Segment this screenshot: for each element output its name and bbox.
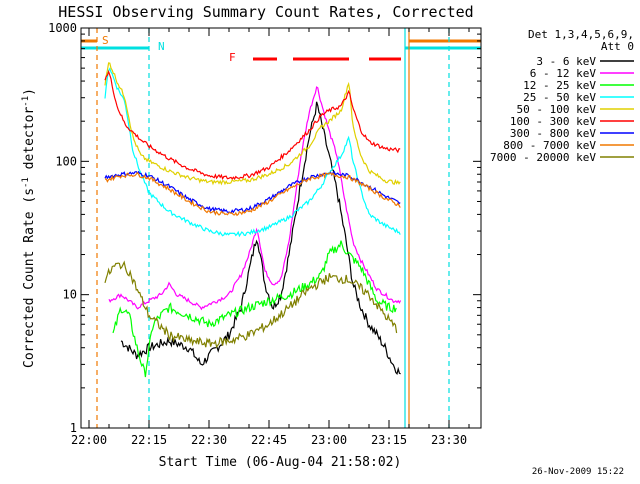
y-axis-label: Corrected Count Rate (s-1 detector-1): [21, 88, 37, 368]
chart-title: HESSI Observing Summary Count Rates, Cor…: [58, 3, 473, 21]
series-line-4: [104, 62, 401, 186]
legend-label-6: 300 - 800 keV: [510, 127, 596, 140]
x-tick-label-3: 22:45: [251, 433, 287, 447]
x-axis-label: Start Time (06-Aug-04 21:58:02): [159, 455, 402, 470]
legend-label-4: 50 - 100 keV: [517, 103, 597, 116]
event-lines: [96, 28, 450, 428]
y-tick-label-3: 1000: [48, 21, 77, 35]
legend-label-7: 800 - 7000 keV: [503, 139, 596, 152]
x-tick-label-4: 23:00: [311, 433, 347, 447]
series-line-1: [108, 86, 402, 311]
legend-label-0: 3 - 6 keV: [536, 55, 596, 68]
axes: 22:00 22:15 22:30 22:45 23:00 23:15 23:30 1 10 10…: [48, 21, 482, 447]
legend-header: Det 1,3,4,5,6,9,: [528, 28, 634, 41]
legend-label-1: 6 - 12 keV: [530, 67, 597, 80]
legend-label-8: 7000 - 20000 keV: [490, 151, 596, 164]
x-tick-label-2: 22:30: [191, 433, 227, 447]
timestamp-footer: 26-Nov-2009 15:22: [532, 467, 624, 477]
legend-label-3: 25 - 50 keV: [523, 91, 596, 104]
plot-series: [104, 62, 402, 378]
flag-label-saa: S: [102, 34, 109, 47]
legend-label-2: 12 - 25 keV: [523, 79, 596, 92]
x-tick-label-0: 22:00: [71, 433, 107, 447]
series-line-2: [112, 240, 397, 378]
legend-label-5: 100 - 300 keV: [510, 115, 596, 128]
y-tick-label-0: 1: [70, 421, 77, 435]
y-tick-label-2: 100: [55, 154, 77, 168]
flag-label-night: N: [158, 40, 165, 53]
y-tick-label-1: 10: [63, 288, 77, 302]
series-line-3: [104, 67, 401, 238]
x-tick-label-5: 23:15: [371, 433, 407, 447]
series-line-8: [104, 260, 398, 349]
x-tick-label-6: 23:30: [431, 433, 467, 447]
flag-bars: [81, 39, 481, 61]
x-tick-label-1: 22:15: [131, 433, 167, 447]
series-line-0: [120, 101, 401, 376]
flag-label-flare: F: [229, 51, 236, 64]
series-line-7: [104, 171, 401, 217]
series-line-5: [104, 69, 401, 181]
plot-frame: [80, 27, 482, 429]
legend-header: Att 0: [601, 40, 634, 53]
